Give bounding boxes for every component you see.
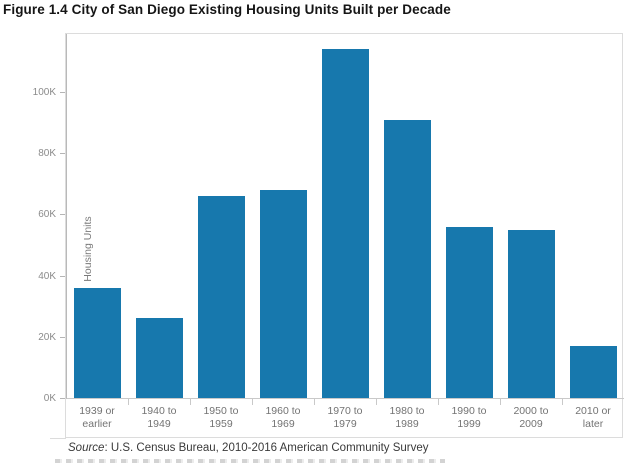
x-tick-label-1970-to-1979: 1970 to 1979 <box>327 405 363 430</box>
category-separator-tick <box>314 399 315 405</box>
category-separator-tick <box>252 399 253 405</box>
source-text: : U.S. Census Bureau, 2010-2016 American… <box>104 442 429 454</box>
bar-1940-to-1949 <box>136 318 184 398</box>
y-tick-label-40k: 40K <box>38 270 56 282</box>
x-tick-label-2010-or-later: 2010 or later <box>575 405 611 430</box>
figure-title: Figure 1.4 City of San Diego Existing Ho… <box>3 2 451 17</box>
y-tick-label-100k: 100K <box>32 87 56 98</box>
x-axis-label-band: 1939 or earlier 1940 to 1949 1950 to 1959 1… <box>66 399 624 439</box>
y-tick-mark-80k <box>60 153 65 155</box>
bar-2000-to-2009 <box>507 229 555 398</box>
bar-1939-or-earlier <box>74 287 122 398</box>
bar-column-1970-to-1979 <box>315 34 377 398</box>
x-tick-label-2000-to-2009: 2000 to 2009 <box>513 405 549 430</box>
y-tick-label-80k: 80K <box>38 148 56 160</box>
source-label: Source <box>68 442 105 454</box>
y-tick-label-60k: 60K <box>38 209 56 221</box>
category-separator-tick <box>438 399 439 405</box>
x-tick-label-1960-to-1969: 1960 to 1969 <box>265 405 301 430</box>
y-tick-label-20k: 20K <box>38 331 56 343</box>
bar-1960-to-1969 <box>260 189 308 398</box>
bar-column-2000-to-2009 <box>500 34 562 398</box>
x-tick-label-1950-to-1959: 1950 to 1959 <box>203 405 239 430</box>
plot-area: Housing Units 0K 20K 40K 60K 80K 100K 1939 or… <box>33 33 624 439</box>
cropped-text-artifact <box>55 459 445 463</box>
x-tick-label-1990-to-1999: 1990 to 1999 <box>451 405 487 430</box>
category-separator-tick <box>190 399 191 405</box>
axis-bottom-border-extension <box>50 438 66 439</box>
chart-pane <box>66 34 624 399</box>
category-separator-tick <box>500 399 501 405</box>
category-separator-tick <box>376 399 377 405</box>
y-tick-mark-40k <box>60 275 65 277</box>
bar-column-2010-or-later <box>562 34 624 398</box>
x-tick-label-1980-to-1989: 1980 to 1989 <box>389 405 425 430</box>
y-tick-label-0k: 0K <box>43 393 56 404</box>
bar-column-1940-to-1949 <box>129 34 191 398</box>
bar-column-1980-to-1989 <box>376 34 438 398</box>
bar-1990-to-1999 <box>445 226 493 398</box>
bar-column-1960-to-1969 <box>253 34 315 398</box>
bar-1980-to-1989 <box>383 119 431 398</box>
category-separator-tick <box>562 399 563 405</box>
bar-column-1950-to-1959 <box>191 34 253 398</box>
bar-column-1990-to-1999 <box>438 34 500 398</box>
y-tick-mark-20k <box>60 336 65 338</box>
bar-1950-to-1959 <box>198 196 246 398</box>
x-tick-label-1940-to-1949: 1940 to 1949 <box>141 405 177 430</box>
category-separator-tick <box>128 399 129 405</box>
bar-1970-to-1979 <box>322 49 369 398</box>
source-line: Source: U.S. Census Bureau, 2010-2016 Am… <box>68 442 429 454</box>
x-tick-label-1939-or-earlier: 1939 or earlier <box>79 405 115 430</box>
y-tick-mark-60k <box>60 214 65 216</box>
y-tick-mark-100k <box>60 92 65 93</box>
bar-column-1939-or-earlier <box>67 34 129 398</box>
y-tick-mark-0k <box>60 398 65 399</box>
bar-2010-or-later <box>569 346 617 398</box>
